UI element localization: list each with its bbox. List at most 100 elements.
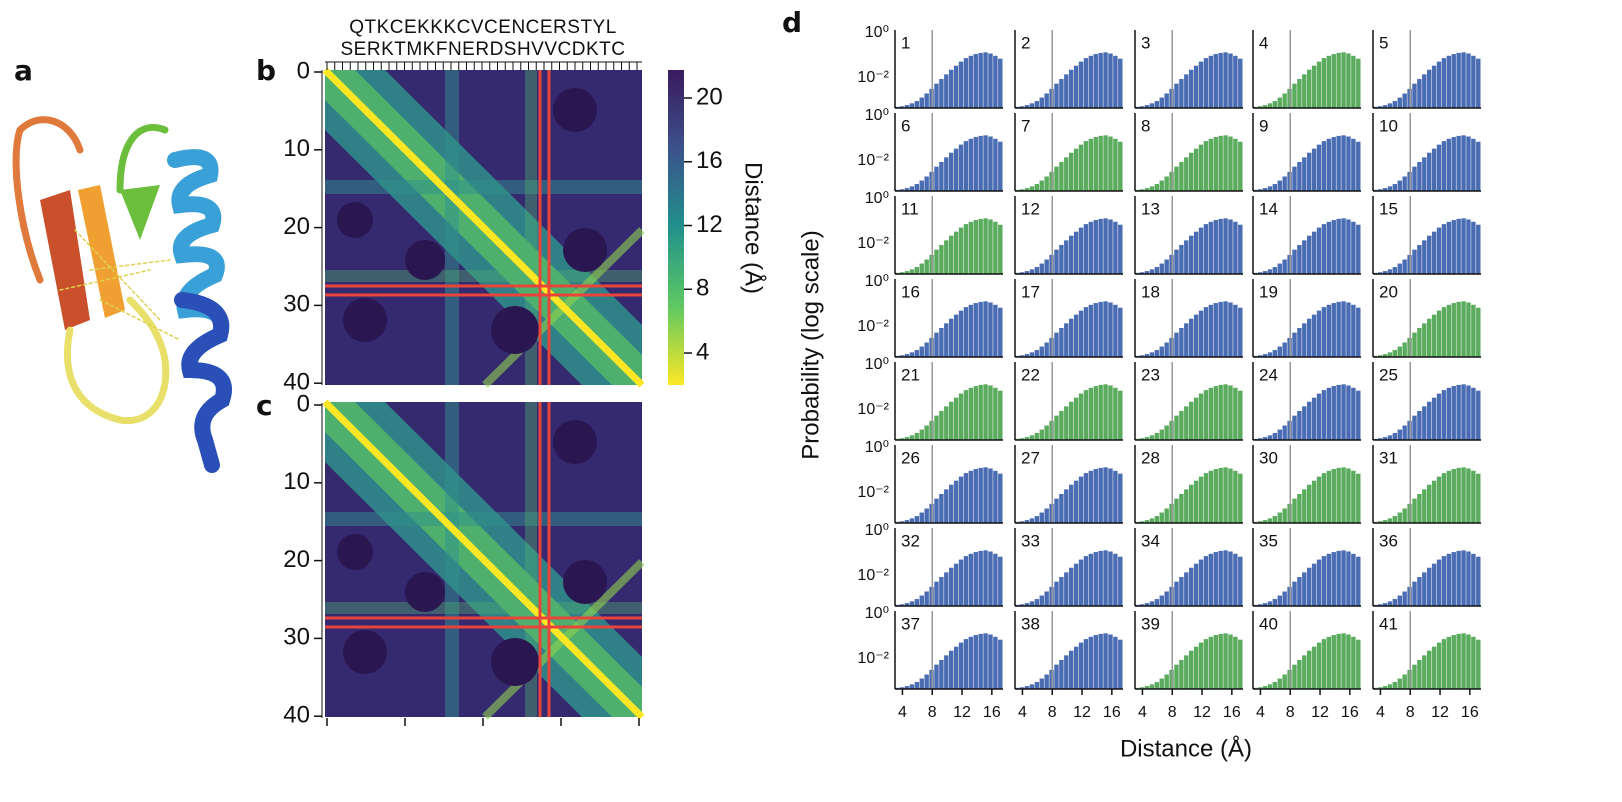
histogram-bar (1198, 310, 1204, 357)
histogram-bar (953, 231, 959, 274)
histogram-bar (988, 136, 993, 191)
histogram-bar (1282, 674, 1287, 689)
histogram-bar (904, 686, 910, 689)
histogram-bar (1316, 144, 1322, 191)
histogram-bar (1203, 224, 1209, 274)
panel-number: 11 (901, 199, 919, 218)
histogram-bar (1321, 224, 1327, 274)
histogram-bar (1311, 231, 1317, 274)
histogram-bar (1422, 74, 1427, 108)
histogram-bar (1402, 425, 1407, 440)
histogram-bar (1118, 639, 1123, 689)
protein-cartoon (12, 116, 232, 473)
histogram-bar (1198, 476, 1204, 523)
histogram-bar (1466, 385, 1471, 440)
panel-number: 14 (1259, 199, 1278, 218)
y-tick-label: 10⁻² (857, 235, 889, 252)
histogram-bar (993, 55, 998, 108)
histogram-bar (1238, 639, 1243, 689)
histogram-bar (1098, 467, 1103, 523)
histogram-bar (968, 553, 974, 606)
histogram-bar (1321, 390, 1327, 440)
histogram-bar (1083, 141, 1089, 191)
histogram-bar (1331, 469, 1336, 523)
histogram-bar (1213, 469, 1218, 523)
histogram-bar (1326, 55, 1332, 108)
histogram-bar (1149, 435, 1155, 440)
histogram-bar (1088, 470, 1094, 523)
histogram-bar (1402, 93, 1407, 108)
histogram-bar (1223, 135, 1228, 191)
histogram-bar (1436, 476, 1442, 523)
panel-number: 35 (1259, 531, 1278, 550)
histogram-bar (1461, 550, 1466, 606)
histogram-bar (1292, 332, 1297, 357)
histogram-bar (899, 189, 905, 191)
histogram-panel: 1 (894, 30, 1003, 109)
histogram-bar (1103, 301, 1108, 357)
histogram-bar (1024, 354, 1030, 357)
histogram-bar (953, 148, 959, 191)
x-tick-label: 8 (928, 704, 937, 721)
histogram-bar (1238, 307, 1243, 357)
histogram-bar (1154, 516, 1160, 523)
histogram-bar (1267, 435, 1273, 440)
histogram-bar (934, 249, 939, 274)
histogram-bar (1417, 162, 1422, 191)
histogram-bar (1476, 556, 1481, 606)
histogram-bar (1024, 603, 1030, 606)
histogram-bar (1346, 219, 1351, 274)
histogram-bar (993, 304, 998, 357)
histogram-bar (1356, 390, 1361, 440)
histogram-bar (909, 684, 915, 689)
histogram-bar (1174, 166, 1179, 191)
y-tick-label: 10 (283, 135, 310, 162)
histogram-bar (1174, 415, 1179, 440)
histogram-bar (1034, 350, 1040, 357)
histogram-bar (1073, 646, 1079, 689)
histogram-bar (1103, 384, 1108, 440)
histogram-bar (998, 58, 1003, 108)
histogram-bar (1149, 269, 1155, 274)
x-tick-label: 8 (1048, 704, 1057, 721)
histogram-bar (949, 401, 954, 440)
histogram-bar (1139, 438, 1145, 440)
histogram-bar (1093, 137, 1098, 191)
histogram-bar (1417, 660, 1422, 689)
histogram-bar (919, 595, 924, 606)
histogram-bar (1311, 314, 1317, 357)
histogram-bar (1282, 591, 1287, 606)
histogram-bar (899, 106, 905, 108)
histogram-bar (1417, 328, 1422, 357)
histogram-bar (1139, 189, 1145, 191)
histogram-bar (1179, 162, 1184, 191)
histogram-bar (1184, 489, 1189, 523)
histogram-bar (1088, 387, 1094, 440)
y-tick-label: 10⁰ (865, 522, 889, 539)
histogram-bar (978, 633, 983, 689)
panel-number: 10 (1379, 116, 1398, 135)
histogram-bar (914, 184, 920, 191)
histogram-bar (904, 603, 910, 606)
histogram-bar (1064, 74, 1069, 108)
histogram-bar (1024, 271, 1030, 274)
histogram-bar (1311, 480, 1317, 523)
histogram-bar (1044, 342, 1049, 357)
histogram-bar (1088, 553, 1094, 606)
histogram-bar (1326, 387, 1332, 440)
histogram-bar (1292, 166, 1297, 191)
histogram-bar (1203, 473, 1209, 523)
y-tick-label: 10⁰ (865, 107, 889, 124)
histogram-bar (1149, 684, 1155, 689)
histogram-bar (1382, 520, 1388, 523)
histogram-bar (968, 304, 974, 357)
y-tick-label: 10 (283, 468, 310, 495)
histogram-bar (1387, 352, 1393, 357)
histogram-bar (1078, 476, 1084, 523)
histogram-bar (919, 346, 924, 357)
histogram-bar (909, 103, 915, 108)
histogram-bar (1238, 556, 1243, 606)
histogram-bar (998, 141, 1003, 191)
histogram-bar (958, 393, 964, 440)
histogram-bar (1144, 188, 1150, 191)
